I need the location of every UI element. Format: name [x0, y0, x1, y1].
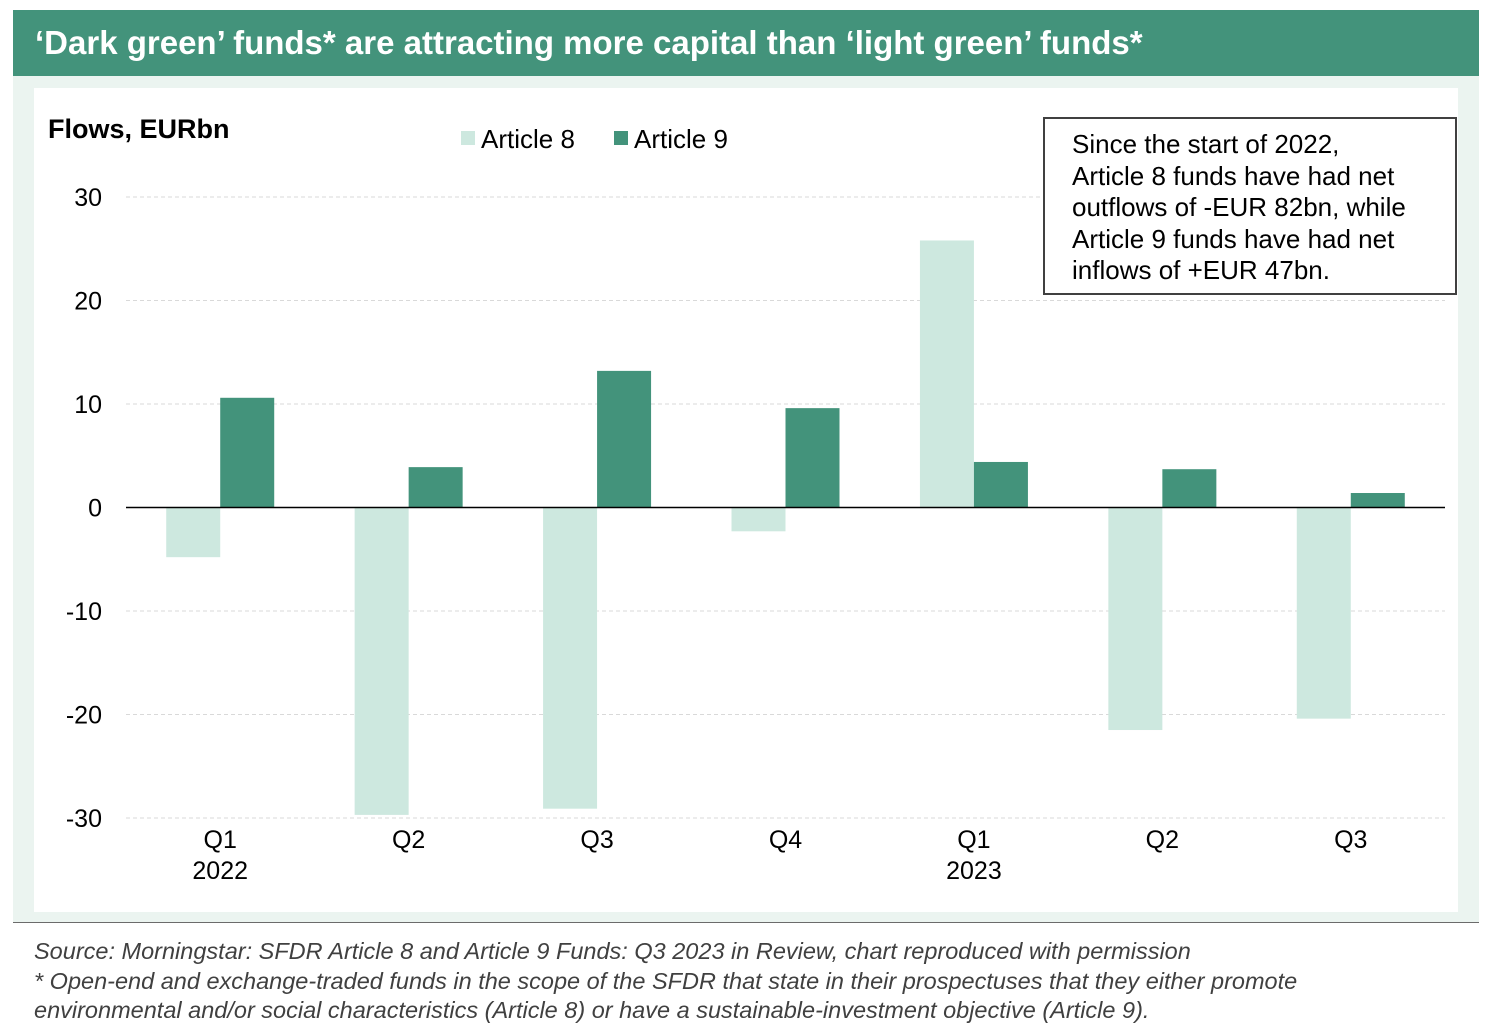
x-tick-year-label: 2022: [192, 857, 248, 885]
callout-line: Article 8 funds have had net: [1072, 160, 1395, 191]
bar-article-9: [1162, 469, 1217, 508]
bar-article-9: [220, 397, 275, 508]
chart-title: ‘Dark green’ funds* are attracting more …: [13, 10, 1479, 76]
legend-swatch: [461, 131, 475, 145]
bar-article-8: [731, 507, 786, 532]
callout-line: Article 9 funds have had net: [1072, 223, 1395, 254]
legend-label: Article 8: [481, 124, 575, 154]
y-tick-label: -10: [66, 598, 102, 626]
labels: 30 20 10 0 -10 -20 -30 Q1 2022 Q2 Q3 Q4 Q1 2023 Q2 Q3 Fl…: [48, 114, 1367, 885]
bars: [166, 240, 1405, 815]
x-tick-label: Q1: [204, 826, 237, 854]
bar-article-8: [166, 507, 221, 558]
y-tick-label: 0: [88, 495, 102, 523]
bar-article-8: [1108, 507, 1163, 731]
callout-box: Since the start of 2022, Article 8 funds…: [1043, 117, 1457, 295]
bar-article-9: [973, 461, 1028, 508]
x-tick-label: Q3: [580, 826, 613, 854]
y-tick-label: 20: [74, 288, 102, 316]
x-tick-label: Q4: [769, 826, 802, 854]
callout-line: inflows of +EUR 47bn.: [1072, 255, 1330, 285]
legend-label: Article 9: [634, 124, 728, 154]
x-tick-label: Q2: [392, 826, 425, 854]
bar-article-9: [1350, 493, 1405, 508]
bar-article-8: [1296, 507, 1351, 719]
divider: [13, 922, 1479, 923]
x-tick-label: Q3: [1334, 826, 1367, 854]
footnote-line: environmental and/or social characterist…: [34, 997, 1150, 1023]
y-tick-label: 10: [74, 391, 102, 419]
bar-article-9: [597, 370, 652, 508]
bar-article-8: [354, 507, 409, 815]
bar-article-8: [543, 507, 598, 809]
x-tick-year-label: 2023: [946, 857, 1002, 885]
footnotes: Source: Morningstar: SFDR Article 8 and …: [34, 937, 1474, 1026]
y-axis-title: Flows, EURbn: [48, 114, 230, 144]
legend-swatch: [614, 131, 628, 145]
x-tick-label: Q1: [957, 826, 990, 854]
bar-article-9: [785, 408, 840, 508]
bar-chart: 30 20 10 0 -10 -20 -30 Q1 2022 Q2 Q3 Q4 Q1 2023 Q2 Q3 Fl…: [48, 114, 1445, 885]
footnote-line: * Open-end and exchange-traded funds in …: [34, 967, 1298, 994]
bar-article-8: [919, 240, 974, 508]
callout-line: Since the start of 2022,: [1072, 129, 1340, 159]
callout-line: outflows of -EUR 82bn, while: [1072, 192, 1406, 222]
bar-article-9: [408, 467, 463, 508]
y-tick-label: -30: [66, 805, 102, 833]
y-tick-label: 30: [74, 184, 102, 212]
x-tick-label: Q2: [1146, 826, 1179, 854]
y-tick-label: -20: [66, 702, 102, 730]
source-note: Source: Morningstar: SFDR Article 8 and …: [34, 938, 1191, 964]
